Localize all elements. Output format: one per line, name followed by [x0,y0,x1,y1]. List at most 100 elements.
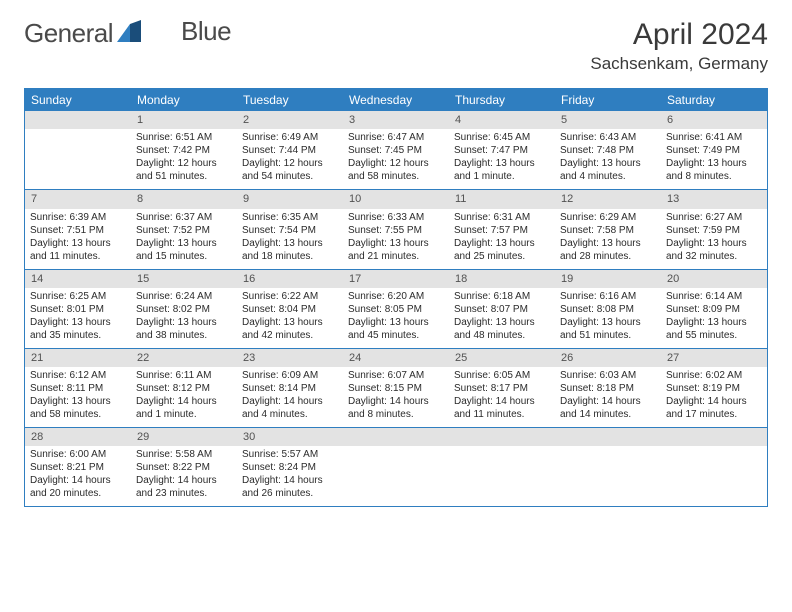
sunrise-line: Sunrise: 6:29 AM [560,211,656,224]
sunset-line: Sunset: 8:19 PM [666,382,762,395]
daylight-line: Daylight: 12 hours and 51 minutes. [136,157,232,183]
daylight-line: Daylight: 13 hours and 15 minutes. [136,237,232,263]
sunset-line: Sunset: 7:48 PM [560,144,656,157]
day-body: Sunrise: 6:49 AMSunset: 7:44 PMDaylight:… [237,129,343,189]
sunrise-line: Sunrise: 6:49 AM [242,131,338,144]
daylight-line: Daylight: 13 hours and 48 minutes. [454,316,550,342]
day-number: 10 [343,190,449,208]
day-number: 1 [131,111,237,129]
day-cell: 24Sunrise: 6:07 AMSunset: 8:15 PMDayligh… [343,349,449,427]
logo-text-2: Blue [181,16,231,47]
day-body: Sunrise: 6:22 AMSunset: 8:04 PMDaylight:… [237,288,343,348]
sunrise-line: Sunrise: 6:05 AM [454,369,550,382]
daylight-line: Daylight: 13 hours and 25 minutes. [454,237,550,263]
day-number: 26 [555,349,661,367]
day-number: 25 [449,349,555,367]
sunrise-line: Sunrise: 6:51 AM [136,131,232,144]
sunrise-line: Sunrise: 6:35 AM [242,211,338,224]
daylight-line: Daylight: 14 hours and 4 minutes. [242,395,338,421]
daylight-line: Daylight: 14 hours and 8 minutes. [348,395,444,421]
day-body: Sunrise: 6:11 AMSunset: 8:12 PMDaylight:… [131,367,237,427]
day-body: Sunrise: 6:07 AMSunset: 8:15 PMDaylight:… [343,367,449,427]
day-body: Sunrise: 6:09 AMSunset: 8:14 PMDaylight:… [237,367,343,427]
logo-text-1: General [24,18,113,49]
day-cell: 7Sunrise: 6:39 AMSunset: 7:51 PMDaylight… [25,190,131,268]
day-body: Sunrise: 6:33 AMSunset: 7:55 PMDaylight:… [343,209,449,269]
day-number: 4 [449,111,555,129]
day-cell: 1 Sunrise: 6:51 AMSunset: 7:42 PMDaylight… [131,111,237,189]
sunset-line: Sunset: 8:05 PM [348,303,444,316]
sunset-line: Sunset: 8:14 PM [242,382,338,395]
day-body: Sunrise: 6:18 AMSunset: 8:07 PMDaylight:… [449,288,555,348]
sunrise-line: Sunrise: 6:37 AM [136,211,232,224]
sunset-line: Sunset: 7:59 PM [666,224,762,237]
day-number: 28 [25,428,131,446]
sunrise-line: Sunrise: 6:27 AM [666,211,762,224]
weekday-thursday: Thursday [449,89,555,111]
day-number: 22 [131,349,237,367]
day-body [343,446,449,506]
day-number: 5 [555,111,661,129]
day-cell: 21Sunrise: 6:12 AMSunset: 8:11 PMDayligh… [25,349,131,427]
daylight-line: Daylight: 13 hours and 55 minutes. [666,316,762,342]
day-cell: 18Sunrise: 6:18 AMSunset: 8:07 PMDayligh… [449,270,555,348]
sunset-line: Sunset: 7:51 PM [30,224,126,237]
daylight-line: Daylight: 13 hours and 38 minutes. [136,316,232,342]
day-body: Sunrise: 6:12 AMSunset: 8:11 PMDaylight:… [25,367,131,427]
day-cell: 12Sunrise: 6:29 AMSunset: 7:58 PMDayligh… [555,190,661,268]
logo: General Blue [24,18,231,49]
daylight-line: Daylight: 13 hours and 4 minutes. [560,157,656,183]
day-body: Sunrise: 6:24 AMSunset: 8:02 PMDaylight:… [131,288,237,348]
sunset-line: Sunset: 7:58 PM [560,224,656,237]
day-body: Sunrise: 5:58 AMSunset: 8:22 PMDaylight:… [131,446,237,506]
logo-icon [117,18,143,49]
day-body [661,446,767,506]
day-cell: 19Sunrise: 6:16 AMSunset: 8:08 PMDayligh… [555,270,661,348]
daylight-line: Daylight: 14 hours and 23 minutes. [136,474,232,500]
daylight-line: Daylight: 12 hours and 54 minutes. [242,157,338,183]
day-cell: 9Sunrise: 6:35 AMSunset: 7:54 PMDaylight… [237,190,343,268]
day-number: 27 [661,349,767,367]
weekday-sunday: Sunday [25,89,131,111]
location-label: Sachsenkam, Germany [590,54,768,74]
day-cell: 13Sunrise: 6:27 AMSunset: 7:59 PMDayligh… [661,190,767,268]
sunset-line: Sunset: 7:55 PM [348,224,444,237]
day-body: Sunrise: 6:14 AMSunset: 8:09 PMDaylight:… [661,288,767,348]
day-body: Sunrise: 6:39 AMSunset: 7:51 PMDaylight:… [25,209,131,269]
day-number: 8 [131,190,237,208]
sunset-line: Sunset: 8:12 PM [136,382,232,395]
day-number: 18 [449,270,555,288]
weekday-tuesday: Tuesday [237,89,343,111]
week-row: 28Sunrise: 6:00 AMSunset: 8:21 PMDayligh… [25,428,767,507]
day-number [343,428,449,446]
sunrise-line: Sunrise: 6:16 AM [560,290,656,303]
sunrise-line: Sunrise: 6:31 AM [454,211,550,224]
day-cell: 16Sunrise: 6:22 AMSunset: 8:04 PMDayligh… [237,270,343,348]
day-cell: 3Sunrise: 6:47 AMSunset: 7:45 PMDaylight… [343,111,449,189]
day-cell: 17Sunrise: 6:20 AMSunset: 8:05 PMDayligh… [343,270,449,348]
day-cell: 4Sunrise: 6:45 AMSunset: 7:47 PMDaylight… [449,111,555,189]
day-body: Sunrise: 6:29 AMSunset: 7:58 PMDaylight:… [555,209,661,269]
daylight-line: Daylight: 13 hours and 32 minutes. [666,237,762,263]
day-number: 9 [237,190,343,208]
weekday-monday: Monday [131,89,237,111]
sunrise-line: Sunrise: 6:43 AM [560,131,656,144]
daylight-line: Daylight: 13 hours and 1 minute. [454,157,550,183]
sunset-line: Sunset: 8:02 PM [136,303,232,316]
day-cell: 26Sunrise: 6:03 AMSunset: 8:18 PMDayligh… [555,349,661,427]
sunrise-line: Sunrise: 6:11 AM [136,369,232,382]
day-number: 7 [25,190,131,208]
sunset-line: Sunset: 7:54 PM [242,224,338,237]
daylight-line: Daylight: 14 hours and 1 minute. [136,395,232,421]
day-cell: 28Sunrise: 6:00 AMSunset: 8:21 PMDayligh… [25,428,131,506]
daylight-line: Daylight: 13 hours and 8 minutes. [666,157,762,183]
day-body: Sunrise: 6:02 AMSunset: 8:19 PMDaylight:… [661,367,767,427]
sunset-line: Sunset: 8:08 PM [560,303,656,316]
day-number: 3 [343,111,449,129]
day-cell: 10Sunrise: 6:33 AMSunset: 7:55 PMDayligh… [343,190,449,268]
day-cell [661,428,767,506]
header: General Blue April 2024 Sachsenkam, Germ… [24,18,768,74]
day-number: 12 [555,190,661,208]
sunrise-line: Sunrise: 6:45 AM [454,131,550,144]
sunset-line: Sunset: 7:42 PM [136,144,232,157]
